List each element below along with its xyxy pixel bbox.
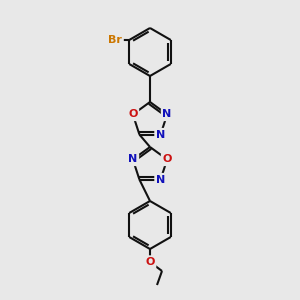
Text: O: O [128, 110, 138, 119]
Text: O: O [162, 154, 172, 164]
Text: Br: Br [108, 35, 122, 45]
Text: N: N [156, 175, 165, 184]
Text: N: N [128, 154, 137, 164]
Text: O: O [145, 257, 155, 267]
Text: N: N [163, 110, 172, 119]
Text: N: N [156, 130, 165, 140]
